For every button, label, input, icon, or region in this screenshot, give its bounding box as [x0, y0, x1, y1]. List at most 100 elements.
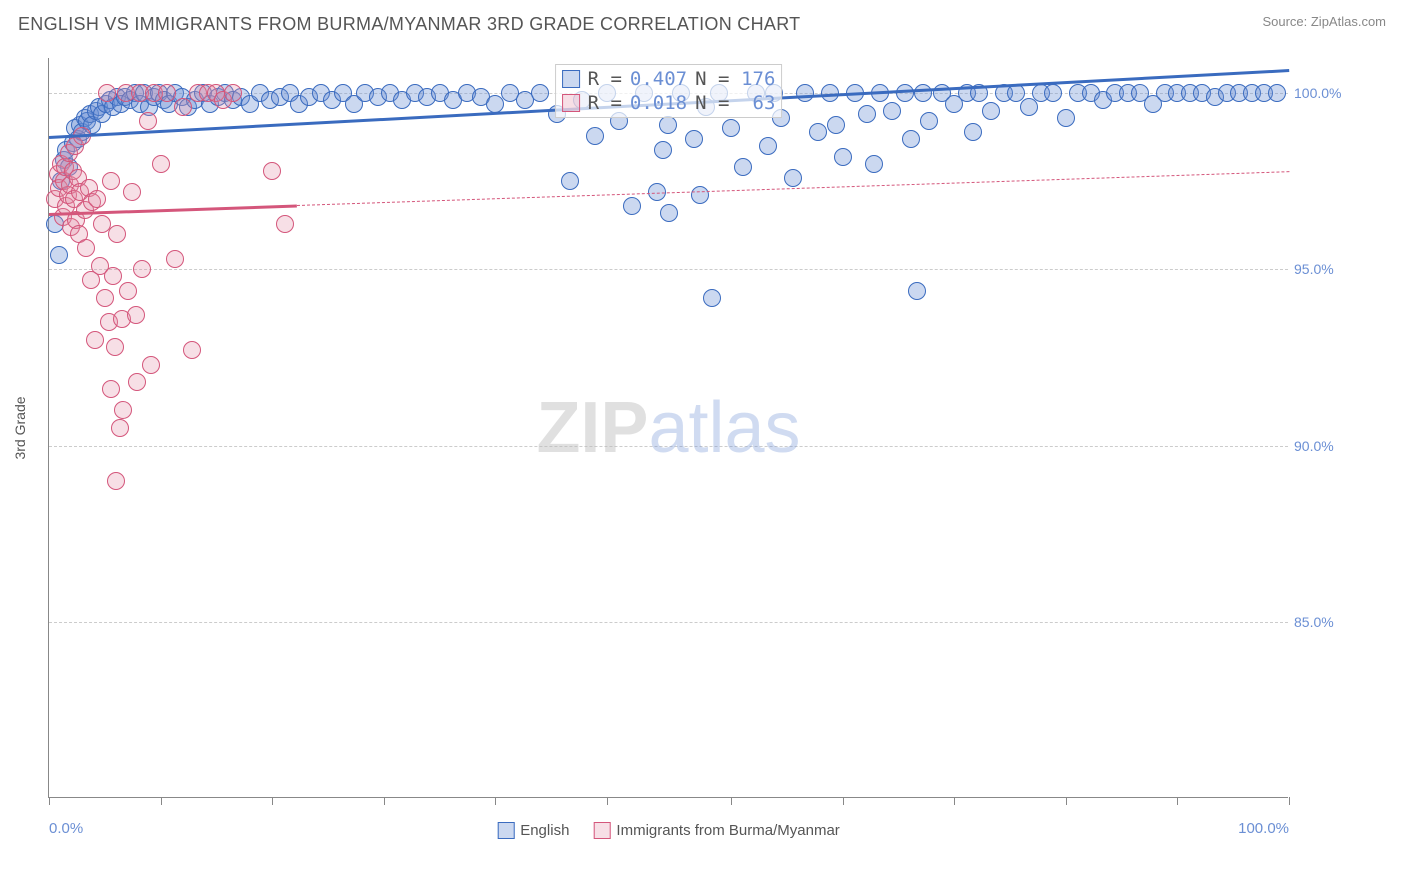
- x-tick: [1289, 797, 1290, 805]
- data-point: [865, 155, 883, 173]
- r-label: R =: [588, 92, 622, 114]
- data-point: [660, 204, 678, 222]
- data-point: [133, 260, 151, 278]
- data-point: [796, 84, 814, 102]
- data-point: [896, 84, 914, 102]
- source-attribution: Source: ZipAtlas.com: [1262, 14, 1386, 29]
- n-label: N =: [695, 68, 729, 90]
- data-point: [654, 141, 672, 159]
- data-point: [224, 84, 242, 102]
- data-point: [263, 162, 281, 180]
- legend-item: Immigrants from Burma/Myanmar: [593, 822, 839, 839]
- stats-box: R =0.407N =176R =0.018N =63: [555, 64, 783, 118]
- data-point: [531, 84, 549, 102]
- y-axis-label: 3rd Grade: [12, 396, 28, 459]
- gridline: [49, 446, 1288, 447]
- x-tick: [1066, 797, 1067, 805]
- stats-row: R =0.407N =176: [558, 67, 780, 91]
- data-point: [119, 282, 137, 300]
- y-tick-label: 90.0%: [1294, 438, 1344, 454]
- data-point: [86, 331, 104, 349]
- data-point: [759, 137, 777, 155]
- chart-title: ENGLISH VS IMMIGRANTS FROM BURMA/MYANMAR…: [18, 14, 800, 35]
- data-point: [623, 197, 641, 215]
- series-swatch: [562, 94, 580, 112]
- y-tick-label: 85.0%: [1294, 614, 1344, 630]
- data-point: [883, 102, 901, 120]
- gridline: [49, 622, 1288, 623]
- watermark-prefix: ZIP: [536, 388, 648, 468]
- x-tick: [161, 797, 162, 805]
- x-tick-label: 0.0%: [49, 820, 83, 837]
- data-point: [827, 116, 845, 134]
- data-point: [722, 119, 740, 137]
- data-point: [1020, 98, 1038, 116]
- r-value: 0.018: [630, 92, 687, 114]
- data-point: [102, 380, 120, 398]
- data-point: [834, 148, 852, 166]
- data-point: [174, 98, 192, 116]
- n-value: 176: [737, 68, 775, 90]
- gridline: [49, 269, 1288, 270]
- legend: EnglishImmigrants from Burma/Myanmar: [497, 822, 840, 839]
- data-point: [111, 419, 129, 437]
- data-point: [50, 246, 68, 264]
- data-point: [114, 401, 132, 419]
- data-point: [982, 102, 1000, 120]
- data-point: [920, 112, 938, 130]
- data-point: [106, 338, 124, 356]
- data-point: [96, 289, 114, 307]
- x-tick: [843, 797, 844, 805]
- n-label: N =: [695, 92, 729, 114]
- data-point: [685, 130, 703, 148]
- data-point: [561, 172, 579, 190]
- chart-header: ENGLISH VS IMMIGRANTS FROM BURMA/MYANMAR…: [0, 0, 1406, 41]
- data-point: [139, 112, 157, 130]
- watermark: ZIPatlas: [536, 387, 800, 469]
- data-point: [127, 306, 145, 324]
- data-point: [276, 215, 294, 233]
- data-point: [586, 127, 604, 145]
- data-point: [102, 172, 120, 190]
- data-point: [108, 225, 126, 243]
- x-tick: [272, 797, 273, 805]
- stats-row: R = 0.018 N = 63: [558, 91, 780, 115]
- data-point: [703, 289, 721, 307]
- chart-area: 3rd Grade ZIPatlas R =0.407N =176R =0.01…: [48, 58, 1338, 798]
- data-point: [183, 341, 201, 359]
- data-point: [98, 84, 116, 102]
- x-tick: [607, 797, 608, 805]
- data-point: [659, 116, 677, 134]
- data-point: [166, 250, 184, 268]
- y-tick-label: 95.0%: [1294, 261, 1344, 277]
- watermark-suffix: atlas: [648, 388, 800, 468]
- data-point: [77, 239, 95, 257]
- legend-label: Immigrants from Burma/Myanmar: [616, 822, 839, 839]
- data-point: [1057, 109, 1075, 127]
- x-tick: [954, 797, 955, 805]
- data-point: [152, 155, 170, 173]
- data-point: [902, 130, 920, 148]
- data-point: [734, 158, 752, 176]
- data-point: [809, 123, 827, 141]
- data-point: [908, 282, 926, 300]
- data-point: [128, 373, 146, 391]
- data-point: [123, 183, 141, 201]
- data-point: [914, 84, 932, 102]
- x-tick: [495, 797, 496, 805]
- legend-swatch: [497, 822, 514, 839]
- data-point: [88, 190, 106, 208]
- data-point: [142, 356, 160, 374]
- data-point: [784, 169, 802, 187]
- y-tick-label: 100.0%: [1294, 85, 1344, 101]
- data-point: [158, 84, 176, 102]
- x-tick: [49, 797, 50, 805]
- data-point: [1044, 84, 1062, 102]
- data-point: [858, 105, 876, 123]
- x-tick: [1177, 797, 1178, 805]
- data-point: [691, 186, 709, 204]
- x-tick: [384, 797, 385, 805]
- data-point: [1268, 84, 1286, 102]
- r-label: R =: [588, 68, 622, 90]
- n-value: 63: [737, 92, 775, 114]
